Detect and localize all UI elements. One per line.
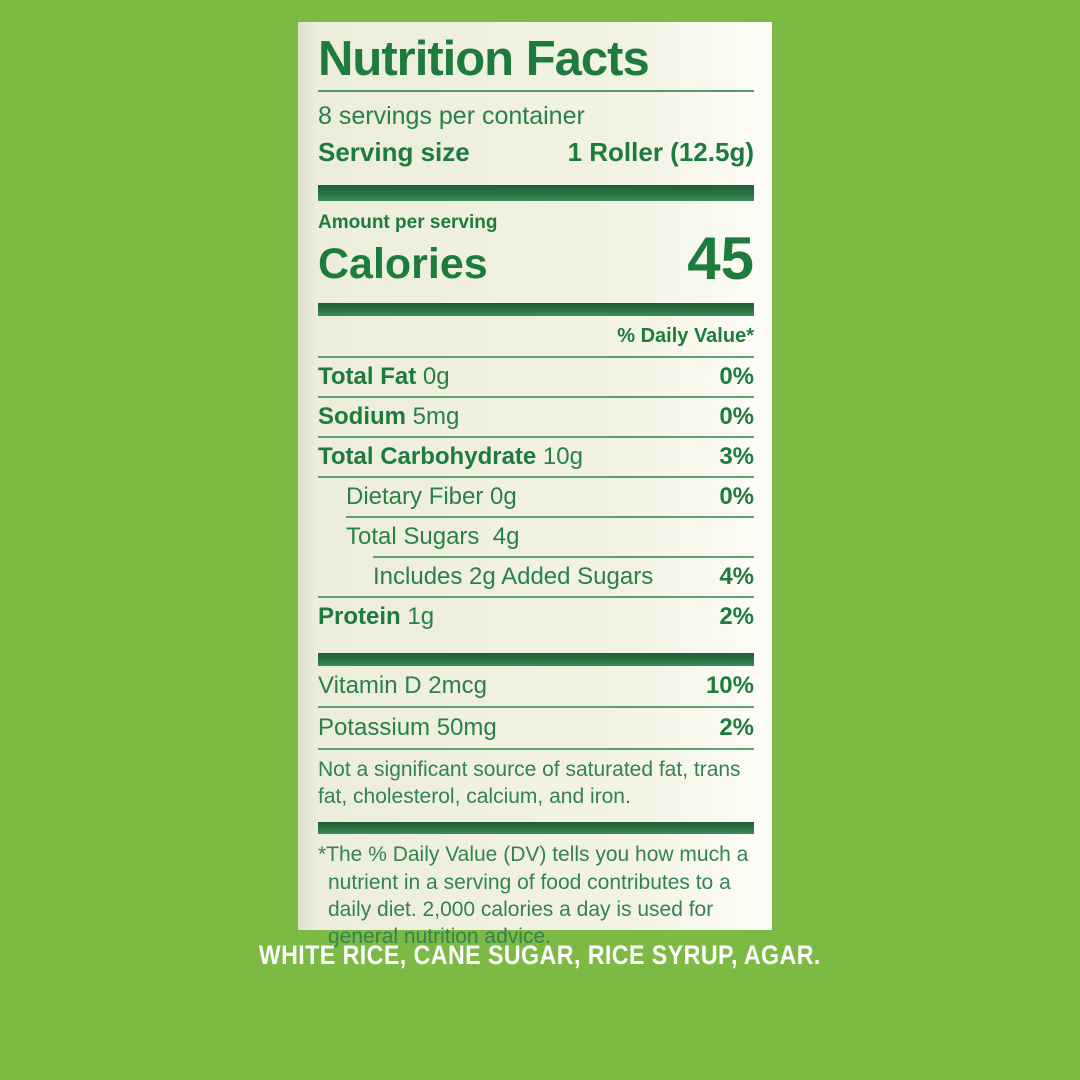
servings-per-container: 8 servings per container xyxy=(318,102,585,131)
calories-value: 45 xyxy=(687,225,754,293)
nutrient-dv: 4% xyxy=(719,563,754,591)
row-divider xyxy=(346,516,754,519)
section-bar xyxy=(318,653,754,667)
serving-size-row: Serving size 1 Roller (12.5g) xyxy=(318,137,754,168)
ingredients-line: WHITE RICE, CANE SUGAR, RICE SYRUP, AGAR… xyxy=(0,940,1080,971)
row-divider xyxy=(318,706,754,709)
daily-value-header: % Daily Value* xyxy=(617,325,754,348)
row-divider xyxy=(318,436,754,439)
nutrient-row-total-sugars: Total Sugars 4g xyxy=(318,518,754,556)
nutrient-name: Total Sugars 4g xyxy=(346,523,520,551)
row-divider xyxy=(318,596,754,599)
nutrient-name: Total Carbohydrate 10g xyxy=(318,443,583,471)
calories-label: Calories xyxy=(318,240,488,289)
nutrient-name: Includes 2g Added Sugars xyxy=(373,563,654,591)
nutrient-dv: 0% xyxy=(719,483,754,511)
nutrient-name: Dietary Fiber 0g xyxy=(346,483,517,511)
nutrient-row-protein: Protein 1g 2% xyxy=(318,598,754,636)
nutrient-row-total-carbohydrate: Total Carbohydrate 10g 3% xyxy=(318,438,754,476)
nutrient-name: Protein 1g xyxy=(318,603,435,631)
row-divider xyxy=(318,356,754,359)
ingredients-text: WHITE RICE, CANE SUGAR, RICE SYRUP, AGAR… xyxy=(258,940,822,970)
nutrient-row-sodium: Sodium 5mg 0% xyxy=(318,398,754,436)
vitamin-row-potassium: Potassium 50mg 2% xyxy=(318,708,754,748)
section-bar xyxy=(318,303,754,317)
vitamin-dv: 10% xyxy=(705,672,754,700)
nutrient-name: Sodium 5mg xyxy=(318,403,460,431)
serving-size-value: 1 Roller (12.5g) xyxy=(567,137,754,168)
row-divider xyxy=(373,556,754,559)
nutrient-row-dietary-fiber: Dietary Fiber 0g 0% xyxy=(318,478,754,516)
row-divider xyxy=(318,396,754,399)
not-significant-source-text: Not a significant source of saturated fa… xyxy=(318,758,741,808)
daily-value-footnote: *The % Daily Value (DV) tells you how mu… xyxy=(318,843,749,949)
nutrient-dv: 2% xyxy=(719,603,754,631)
section-bar xyxy=(318,822,754,835)
nutrient-name: Total Fat 0g xyxy=(318,363,450,391)
vitamin-row-vitamin-d: Vitamin D 2mcg 10% xyxy=(318,666,754,706)
nutrient-row-added-sugars: Includes 2g Added Sugars 4% xyxy=(318,558,754,596)
serving-size-label: Serving size xyxy=(318,137,470,168)
title-divider xyxy=(318,90,754,93)
nutrient-dv: 0% xyxy=(719,403,754,431)
vitamin-name: Potassium 50mg xyxy=(318,714,497,742)
vitamin-name: Vitamin D 2mcg xyxy=(318,672,487,700)
nutrition-facts-label: Nutrition Facts 8 servings per container… xyxy=(298,22,772,948)
row-divider xyxy=(318,476,754,479)
nutrient-dv: 0% xyxy=(719,363,754,391)
nutrient-dv: 3% xyxy=(719,443,754,471)
calories-row: Calories 45 xyxy=(318,225,754,293)
vitamin-dv: 2% xyxy=(719,714,754,742)
amount-per-serving-label: Amount per serving xyxy=(318,212,498,234)
row-divider xyxy=(318,748,754,751)
nutrient-row-total-fat: Total Fat 0g 0% xyxy=(318,358,754,396)
section-bar xyxy=(318,185,754,202)
nutrition-facts-title: Nutrition Facts xyxy=(318,32,650,86)
